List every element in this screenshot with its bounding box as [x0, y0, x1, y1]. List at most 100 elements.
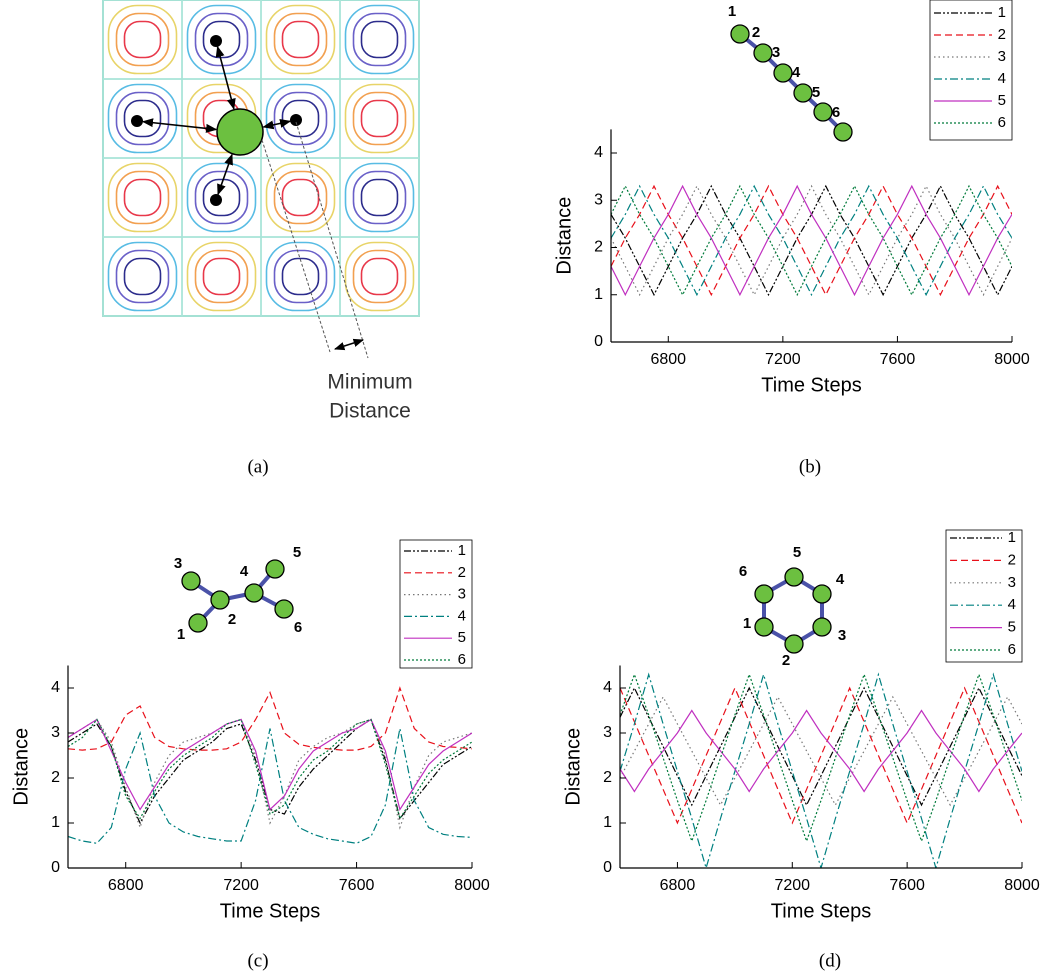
- node-label: 6: [739, 563, 747, 580]
- contour: [344, 83, 415, 154]
- contour: [352, 170, 407, 225]
- series-line: [611, 184, 1012, 297]
- y-tick-label: 3: [603, 724, 612, 741]
- contour: [344, 241, 415, 312]
- series-line: [611, 184, 1012, 297]
- molecule-node: [274, 599, 294, 619]
- x-tick-label: 7200: [774, 877, 810, 894]
- legend-label: 5: [998, 92, 1006, 109]
- legend-label: 6: [1008, 641, 1016, 658]
- node-label: 1: [743, 615, 751, 632]
- contour: [273, 170, 328, 225]
- contour: [360, 99, 399, 138]
- agent: [210, 35, 222, 47]
- legend-label: 1: [458, 542, 466, 559]
- y-tick-label: 2: [51, 769, 60, 786]
- contour: [281, 257, 320, 296]
- series-line: [620, 672, 1022, 868]
- contour: [123, 257, 162, 296]
- legend-label: 3: [998, 48, 1006, 65]
- molecule-node: [730, 24, 750, 44]
- molecule-node: [784, 567, 804, 587]
- contour: [281, 20, 320, 59]
- molecule-node: [812, 584, 832, 604]
- x-tick-label: 7600: [880, 351, 916, 368]
- node-label: 3: [772, 44, 780, 61]
- y-axis-label: Distance: [553, 197, 575, 275]
- legend-label: 3: [458, 586, 466, 603]
- x-tick-label: 7600: [339, 877, 375, 894]
- x-tick-label: 8000: [454, 877, 490, 894]
- molecule-node: [812, 617, 832, 637]
- molecule-node: [773, 63, 793, 83]
- series-line: [611, 184, 1012, 297]
- contour: [360, 178, 399, 217]
- caption: (b): [799, 456, 821, 477]
- contour: [265, 83, 336, 154]
- legend-label: 2: [458, 564, 466, 581]
- series-line: [68, 728, 472, 844]
- x-axis-label: Time Steps: [771, 900, 871, 922]
- molecule-node: [753, 43, 773, 63]
- x-tick-label: 6800: [108, 877, 144, 894]
- annotation: Distance: [329, 400, 411, 423]
- molecule-node: [813, 102, 833, 122]
- legend-label: 5: [1008, 619, 1016, 636]
- caption: (d): [819, 950, 841, 971]
- series-line: [611, 184, 1012, 297]
- contour: [107, 241, 178, 312]
- y-axis-label: Distance: [10, 728, 32, 806]
- legend-box: [399, 539, 473, 669]
- y-tick-label: 2: [603, 769, 612, 786]
- node-label: 6: [832, 104, 840, 121]
- series-line: [620, 686, 1022, 807]
- legend-label: 4: [1008, 596, 1016, 613]
- legend-label: 1: [1008, 529, 1016, 546]
- contour: [115, 170, 170, 225]
- contour: [352, 91, 407, 146]
- y-tick-label: 4: [603, 679, 612, 696]
- arrow: [141, 118, 218, 133]
- legend-box: [945, 529, 1023, 663]
- contour: [344, 162, 415, 233]
- agent: [210, 194, 222, 206]
- agent: [131, 115, 143, 127]
- node-label: 2: [228, 611, 236, 628]
- contour: [360, 20, 399, 59]
- molecule-node: [784, 634, 804, 654]
- contour: [273, 249, 328, 304]
- guide-line: [261, 139, 331, 353]
- legend-label: 6: [998, 114, 1006, 131]
- contour: [265, 162, 336, 233]
- x-tick-label: 7600: [889, 877, 925, 894]
- series-line: [620, 672, 1022, 843]
- agent: [290, 114, 302, 126]
- y-tick-label: 1: [603, 814, 612, 831]
- contour: [265, 241, 336, 312]
- series-line: [620, 695, 1022, 807]
- contour: [107, 4, 178, 75]
- contour: [202, 257, 241, 296]
- x-tick-label: 7200: [765, 351, 801, 368]
- guide-line: [295, 121, 369, 359]
- legend-label: 1: [998, 4, 1006, 21]
- annotation: Minimum: [327, 371, 412, 394]
- y-tick-label: 0: [594, 333, 603, 350]
- molecule-node: [210, 590, 230, 610]
- y-tick-label: 4: [594, 144, 603, 161]
- contour: [273, 12, 328, 67]
- node-label: 4: [240, 563, 249, 580]
- node-label: 5: [293, 544, 301, 561]
- y-tick-label: 4: [51, 679, 60, 696]
- contour: [360, 257, 399, 296]
- arrow: [215, 45, 236, 110]
- series-line: [620, 686, 1022, 825]
- molecule-node: [833, 122, 853, 142]
- series-line: [68, 718, 472, 830]
- y-tick-label: 1: [51, 814, 60, 831]
- molecule-node: [265, 559, 285, 579]
- legend-label: 2: [998, 26, 1006, 43]
- legend-label: 6: [458, 651, 466, 668]
- legend-label: 5: [458, 629, 466, 646]
- contour: [344, 4, 415, 75]
